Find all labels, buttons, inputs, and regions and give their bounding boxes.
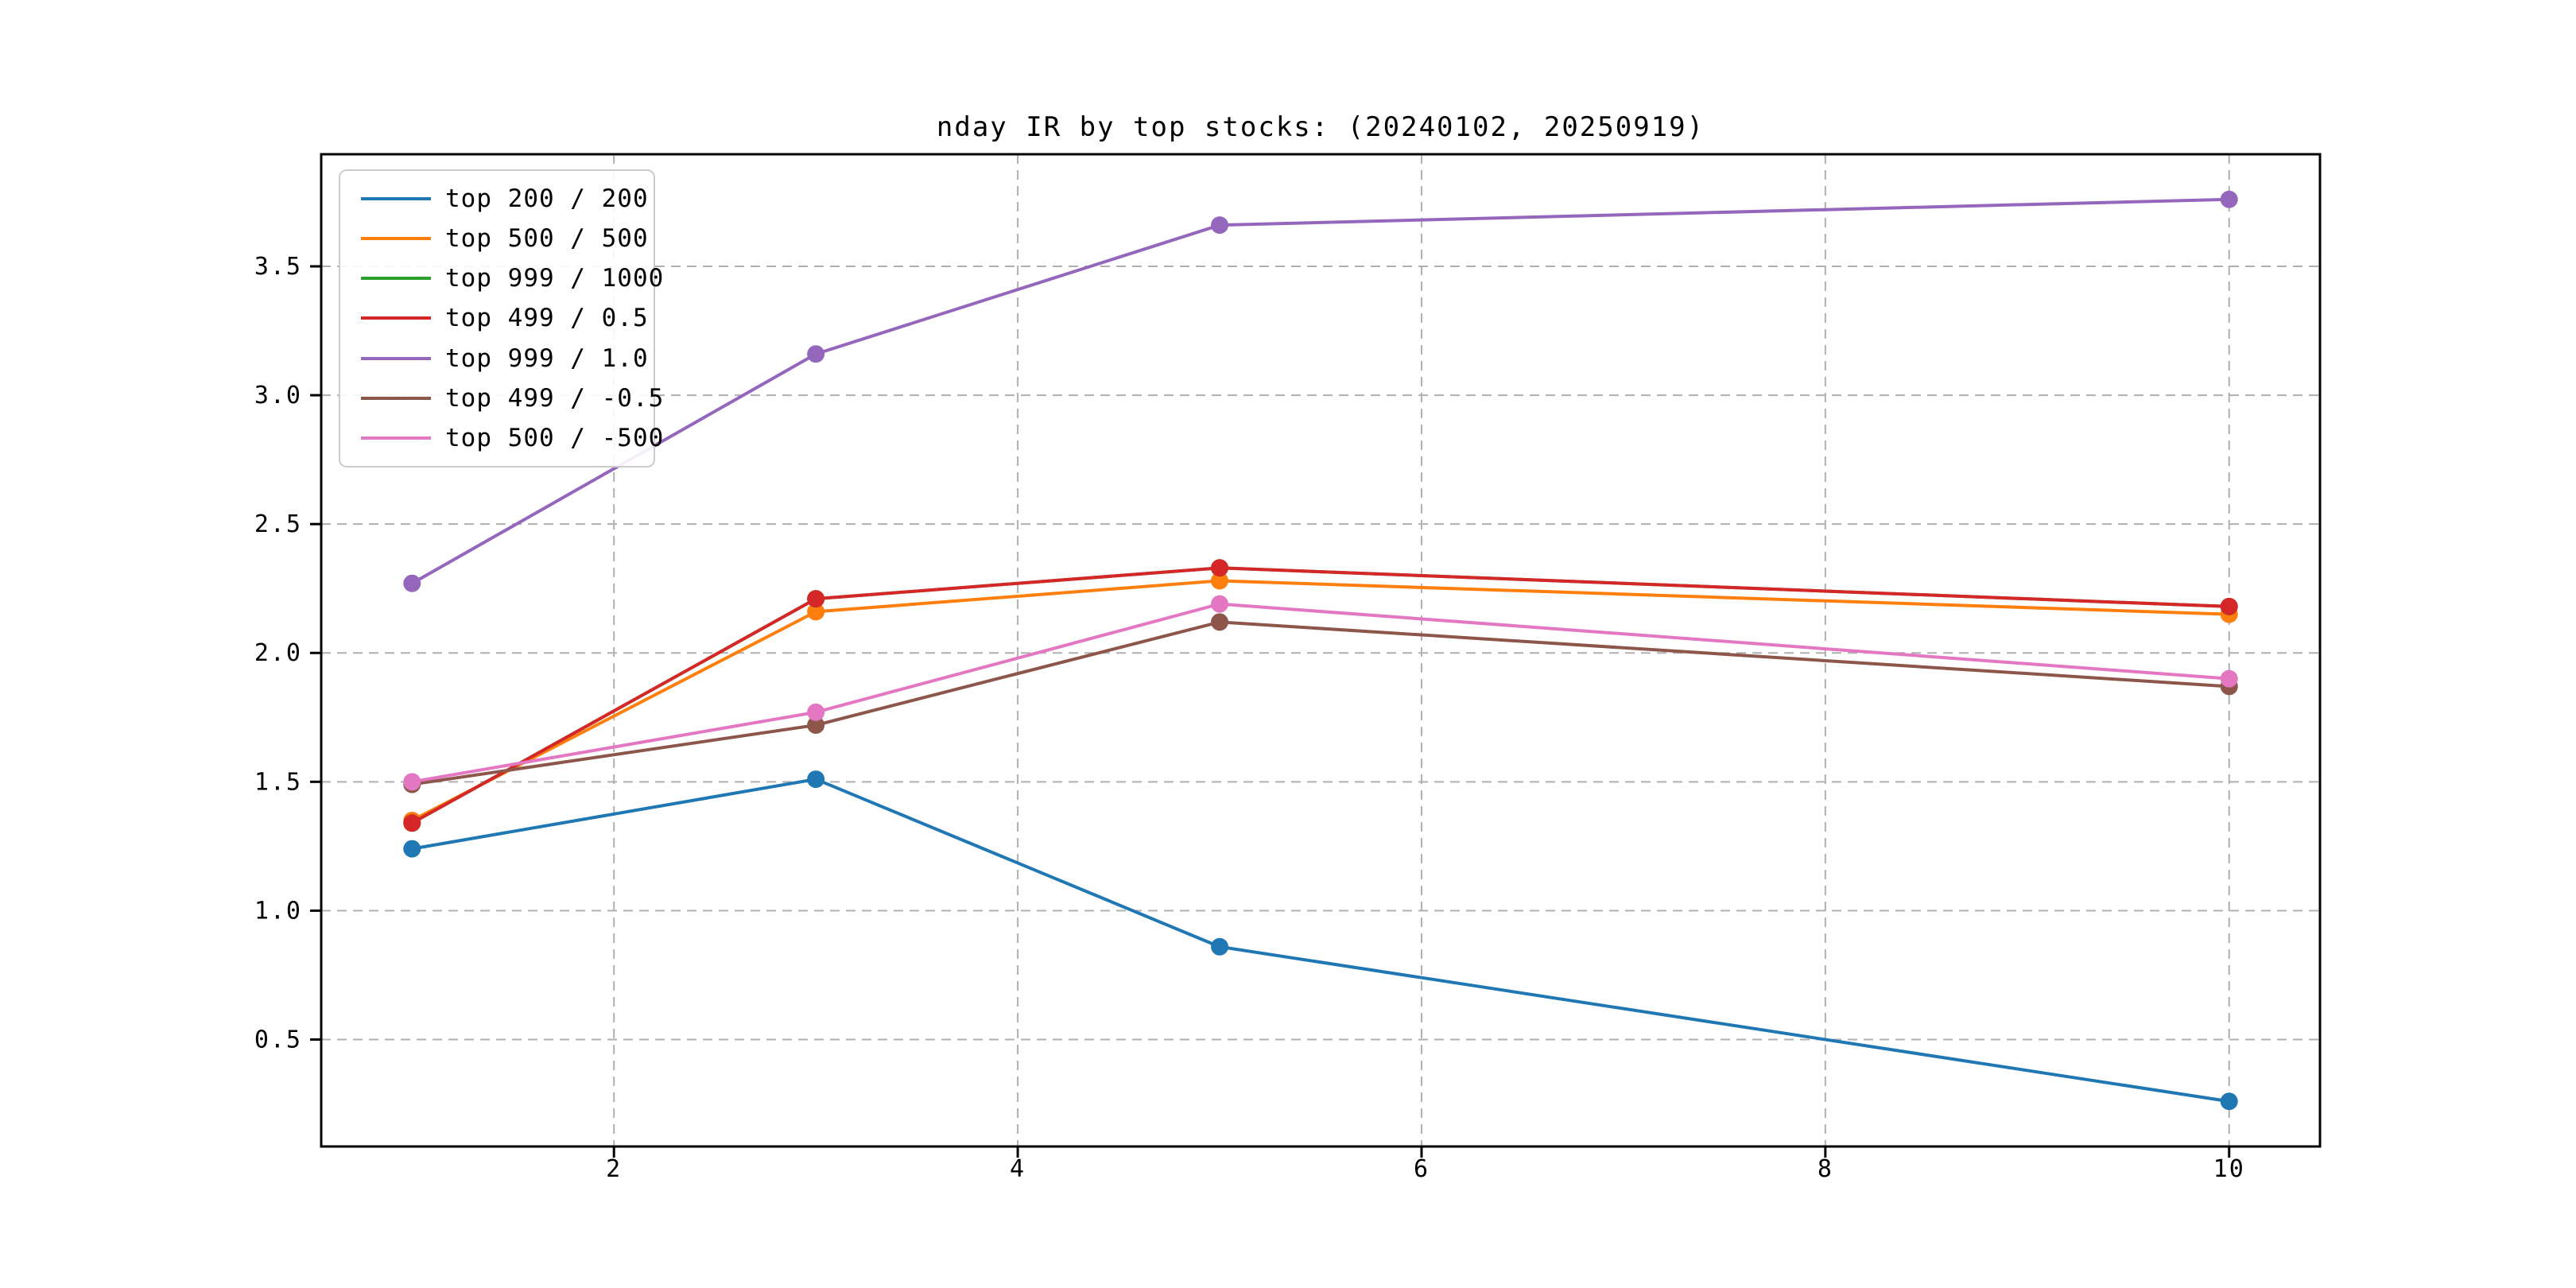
data-point-top-499-0-5 — [807, 590, 825, 608]
legend-item: top 999 / 1000 — [340, 264, 663, 293]
series-line-top-500-500 — [410, 602, 2231, 784]
y-tick-label: 1.5 — [254, 768, 302, 796]
data-point-top-500-500 — [807, 603, 825, 621]
x-tick-label: 6 — [1414, 1155, 1430, 1183]
legend: top 200 / 200 top 500 / 500 top 999 / 1000… — [339, 169, 663, 467]
legend-item: top 500 / -500 — [340, 424, 663, 452]
series-line-top-200-200 — [410, 778, 2231, 1104]
data-point-top-499-0-5 — [403, 814, 421, 832]
legend-label: top 200 / 200 — [445, 184, 649, 214]
legend-item: top 200 / 200 — [340, 184, 654, 213]
data-point-top-999-1-0 — [2220, 190, 2238, 208]
data-point-top-499-0-5 — [2220, 597, 2238, 615]
data-point-top-200-200 — [403, 840, 421, 858]
data-point-top-499-0-5 — [807, 716, 825, 735]
data-point-top-500-500 — [1211, 572, 1229, 590]
legend-line-swatch — [361, 396, 431, 400]
y-tick-label: 3.0 — [254, 382, 302, 409]
data-point-top-999-1-0 — [1211, 216, 1229, 235]
data-point-top-499-0-5 — [1211, 559, 1229, 577]
data-point-top-200-200 — [1211, 937, 1229, 956]
y-tick-label: 0.5 — [254, 1026, 302, 1053]
legend-item: top 500 / 500 — [340, 224, 654, 253]
legend-label: top 499 / 0.5 — [445, 304, 649, 333]
data-point-top-200-200 — [807, 770, 825, 789]
series-line-top-499-0-5 — [410, 620, 2231, 786]
data-point-top-999-1-0 — [807, 345, 825, 363]
data-point-top-200-200 — [2220, 1092, 2238, 1111]
legend-label: top 999 / 1.0 — [445, 343, 649, 373]
y-tick-label: 2.5 — [254, 510, 302, 538]
data-point-top-500-500 — [807, 703, 825, 721]
x-tick-label: 10 — [2213, 1155, 2245, 1183]
legend-line-swatch — [361, 356, 431, 360]
legend-line-swatch — [361, 277, 431, 281]
y-tick-label: 2.0 — [254, 639, 302, 667]
data-point-top-999-1-0 — [403, 574, 421, 592]
data-point-top-500-500 — [2220, 669, 2238, 688]
legend-label: top 999 / 1000 — [445, 264, 665, 293]
series-line-top-499-0-5 — [410, 566, 2231, 825]
legend-label: top 500 / 500 — [445, 224, 649, 254]
x-tick-label: 8 — [1818, 1155, 1833, 1183]
y-tick-label: 3.5 — [254, 253, 302, 281]
legend-item: top 999 / 1.0 — [340, 344, 654, 373]
x-tick-label: 4 — [1010, 1155, 1026, 1183]
series-line-top-999-1-0 — [410, 197, 2231, 585]
legend-label: top 500 / -500 — [445, 423, 665, 452]
legend-line-swatch — [361, 237, 431, 241]
legend-line-swatch — [361, 436, 431, 440]
legend-item: top 499 / 0.5 — [340, 304, 654, 332]
series-line-top-500-500 — [410, 579, 2231, 822]
y-tick-label: 1.0 — [254, 897, 302, 925]
data-point-top-499-0-5 — [1211, 613, 1229, 631]
axes-frame — [320, 153, 2322, 1148]
legend-item: top 499 / -0.5 — [340, 384, 663, 413]
data-point-top-500-500 — [403, 773, 421, 791]
x-tick-label: 2 — [606, 1155, 622, 1183]
data-point-top-500-500 — [1211, 595, 1229, 613]
legend-label: top 499 / -0.5 — [445, 383, 665, 413]
chart-title: nday IR by top stocks: (20240102, 202509… — [936, 111, 1705, 143]
legend-line-swatch — [361, 197, 431, 201]
legend-line-swatch — [361, 316, 431, 320]
